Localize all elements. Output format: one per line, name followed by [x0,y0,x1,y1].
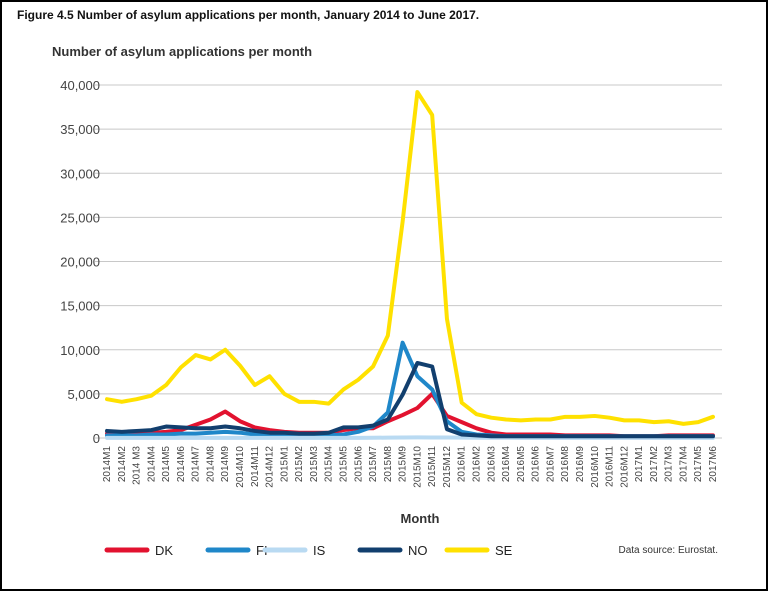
x-tick-label: 2014M8 [205,446,216,483]
y-tick-label: 30,000 [60,166,100,181]
x-tick-label: 2016M7 [545,446,556,483]
x-tick-label: 2014 M3 [132,446,143,485]
x-tick-label: 2014M5 [161,446,172,483]
x-tick-label: 2016M3 [486,446,497,483]
x-tick-label: 2014M7 [191,446,202,483]
x-tick-label: 2017M5 [693,446,704,483]
x-tick-label: 2016M12 [619,446,630,488]
x-tick-label: 2016M1 [457,446,468,483]
y-tick-label: 20,000 [60,255,100,270]
y-tick-label: 25,000 [60,210,100,225]
y-tick-label: 0 [93,431,100,446]
x-tick-label: 2017M6 [708,446,719,483]
x-tick-label: 2014M2 [117,446,128,483]
x-tick-label: 2016M6 [531,446,542,483]
x-tick-label: 2016M4 [501,446,512,483]
x-tick-label: 2016M9 [575,446,586,483]
x-tick-label: 2017M4 [678,446,689,483]
x-tick-label: 2016M10 [590,446,601,488]
x-tick-label: 2015M9 [398,446,409,483]
x-axis-title: Month [401,511,440,526]
x-tick-label: 2016M2 [472,446,483,483]
x-tick-label: 2014M9 [220,446,231,483]
x-tick-label: 2015M11 [427,446,438,487]
x-tick-label: 2014M11 [250,446,261,487]
x-tick-label: 2015M3 [309,446,320,483]
x-tick-label: 2014M1 [102,446,113,483]
y-tick-label: 35,000 [60,122,100,137]
x-tick-label: 2016M8 [560,446,571,483]
x-tick-label: 2016M5 [516,446,527,483]
legend-label: SE [495,543,513,558]
x-tick-label: 2017M3 [664,446,675,483]
x-tick-label: 2015M5 [338,446,349,483]
x-tick-label: 2014M4 [146,446,157,483]
x-tick-label: 2014M10 [235,446,246,488]
x-tick-label: 2016M11 [605,446,616,487]
x-tick-label: 2015M12 [442,446,453,488]
x-tick-label: 2015M6 [353,446,364,483]
y-tick-label: 15,000 [60,299,100,314]
x-tick-label: 2015M7 [368,446,379,483]
x-tick-label: 2015M10 [412,446,423,488]
source-note: Data source: Eurostat. [619,545,719,556]
x-tick-label: 2014M12 [265,446,276,488]
x-tick-label: 2015M1 [279,446,290,483]
chart-title: Figure 4.5 Number of asylum applications… [17,8,479,22]
legend-label: IS [313,543,326,558]
x-tick-label: 2015M8 [383,446,394,483]
x-tick-label: 2017M2 [649,446,660,483]
y-tick-label: 40,000 [60,78,100,93]
x-tick-label: 2015M4 [324,446,335,483]
x-tick-label: 2014M6 [176,446,187,483]
y-tick-label: 5,000 [67,387,100,402]
x-tick-label: 2015M2 [294,446,305,483]
y-tick-label: 10,000 [60,343,100,358]
legend-label: NO [408,543,428,558]
y-axis-title: Number of asylum applications per month [52,44,312,59]
x-tick-label: 2017M1 [634,446,645,483]
legend-label: DK [155,543,173,558]
